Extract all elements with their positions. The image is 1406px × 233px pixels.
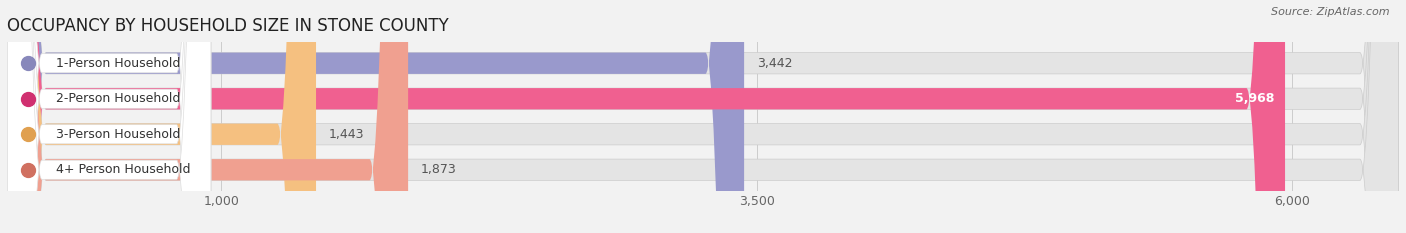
FancyBboxPatch shape bbox=[7, 0, 408, 233]
FancyBboxPatch shape bbox=[7, 0, 211, 233]
FancyBboxPatch shape bbox=[7, 0, 316, 233]
Text: 3-Person Household: 3-Person Household bbox=[56, 128, 180, 141]
FancyBboxPatch shape bbox=[7, 0, 1285, 233]
FancyBboxPatch shape bbox=[7, 0, 211, 233]
Text: Source: ZipAtlas.com: Source: ZipAtlas.com bbox=[1271, 7, 1389, 17]
FancyBboxPatch shape bbox=[7, 0, 1399, 233]
Text: OCCUPANCY BY HOUSEHOLD SIZE IN STONE COUNTY: OCCUPANCY BY HOUSEHOLD SIZE IN STONE COU… bbox=[7, 17, 449, 35]
FancyBboxPatch shape bbox=[7, 0, 1399, 233]
FancyBboxPatch shape bbox=[7, 0, 1399, 233]
Text: 1,443: 1,443 bbox=[329, 128, 364, 141]
Text: 3,442: 3,442 bbox=[756, 57, 793, 70]
FancyBboxPatch shape bbox=[7, 0, 1399, 233]
Text: 5,968: 5,968 bbox=[1234, 92, 1274, 105]
FancyBboxPatch shape bbox=[7, 0, 744, 233]
Text: 1-Person Household: 1-Person Household bbox=[56, 57, 180, 70]
Text: 4+ Person Household: 4+ Person Household bbox=[56, 163, 190, 176]
Text: 2-Person Household: 2-Person Household bbox=[56, 92, 180, 105]
FancyBboxPatch shape bbox=[7, 0, 211, 233]
FancyBboxPatch shape bbox=[7, 0, 211, 233]
Text: 1,873: 1,873 bbox=[420, 163, 457, 176]
